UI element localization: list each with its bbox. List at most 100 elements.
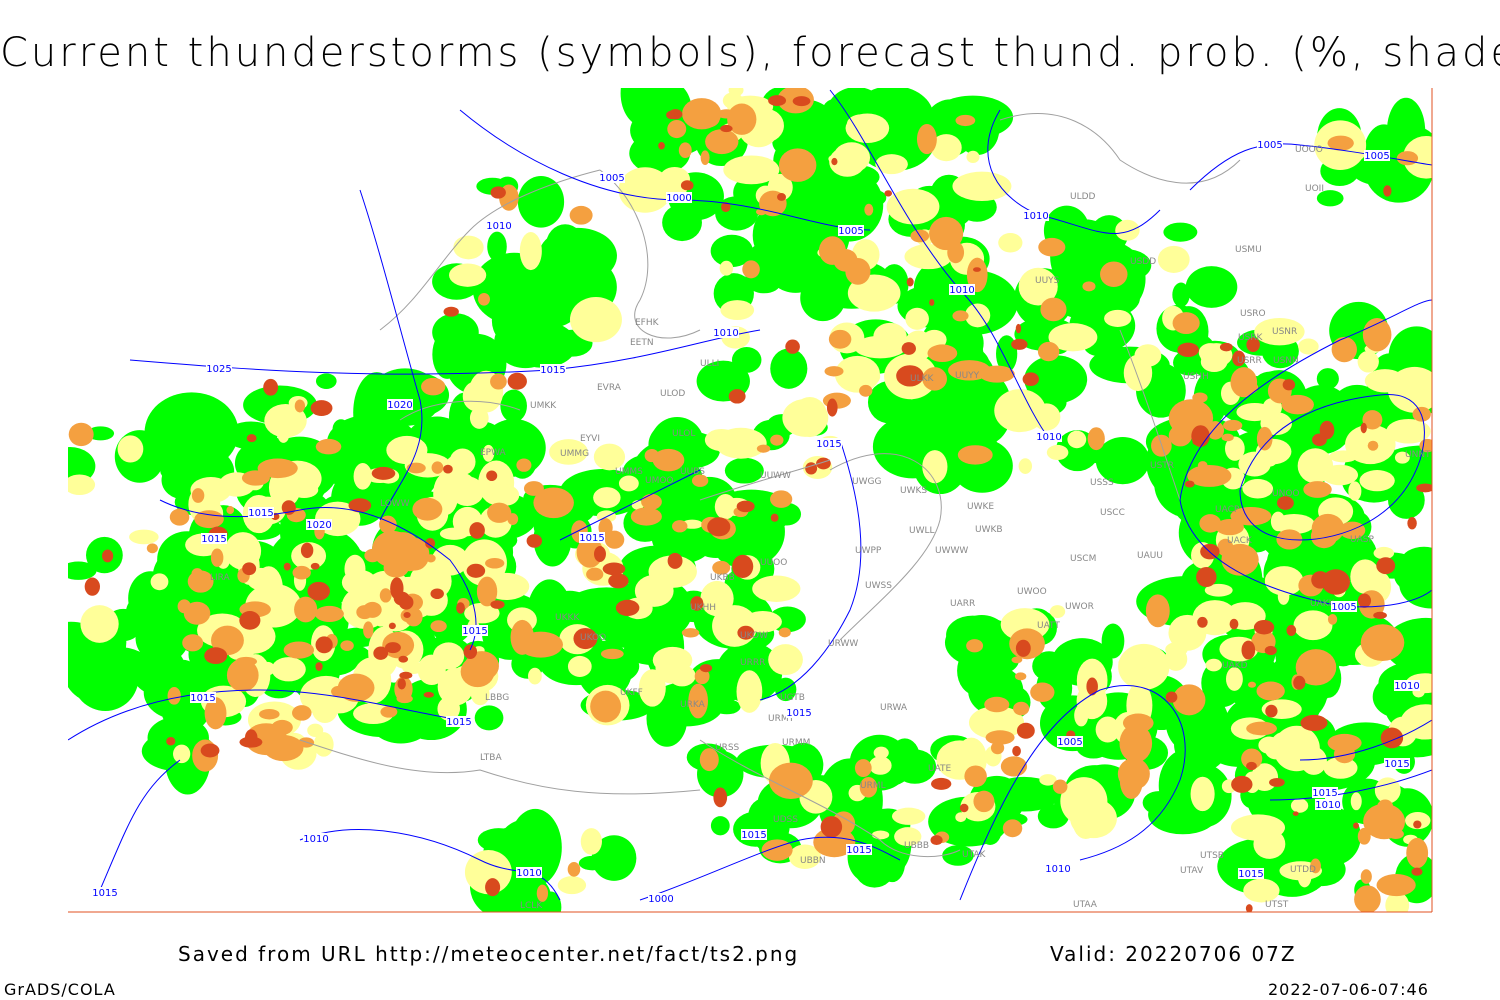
shading-cell bbox=[117, 435, 144, 463]
shading-cell bbox=[1000, 756, 1028, 777]
shading-cell bbox=[720, 300, 755, 320]
shading-cell bbox=[1254, 318, 1305, 346]
shading-cell bbox=[873, 746, 889, 759]
station-label: URMT bbox=[768, 714, 795, 724]
shading-cell bbox=[699, 664, 713, 673]
isobar-label: 1015 bbox=[446, 717, 471, 728]
station-label: UTAK bbox=[962, 850, 987, 860]
isobar-label-bg bbox=[1238, 868, 1264, 879]
shading-cell bbox=[1376, 557, 1396, 575]
station-label: URRR bbox=[740, 658, 765, 668]
shading-cell bbox=[966, 639, 984, 653]
shading-cell bbox=[1406, 837, 1429, 869]
station-label: USNN bbox=[1273, 356, 1299, 366]
shading-cell bbox=[818, 236, 846, 265]
shading-cell bbox=[487, 231, 507, 262]
station-label: USRK bbox=[1238, 333, 1264, 343]
shading-cell bbox=[604, 530, 625, 549]
station-label: EVRA bbox=[597, 383, 622, 393]
shading-cell bbox=[791, 397, 828, 438]
station-label: UWSS bbox=[865, 581, 892, 591]
shading-cell bbox=[458, 347, 481, 372]
shading-cell bbox=[1024, 355, 1088, 404]
shading-cell bbox=[456, 602, 465, 614]
shading-cell bbox=[770, 434, 784, 446]
station-label: UAUU bbox=[1137, 551, 1163, 561]
shading-cell bbox=[1376, 874, 1416, 897]
shading-cell bbox=[239, 611, 261, 630]
shading-cell bbox=[694, 668, 710, 685]
shading-cell bbox=[166, 737, 176, 746]
shading-cell bbox=[1082, 281, 1096, 292]
shading-cell bbox=[1295, 649, 1337, 686]
isobar-label: 1010 bbox=[486, 221, 511, 232]
shading-cell bbox=[396, 548, 424, 572]
shading-cell bbox=[1376, 799, 1394, 815]
shading-cell bbox=[1223, 419, 1243, 432]
shading-cell bbox=[1323, 756, 1358, 779]
shading-cell bbox=[580, 828, 602, 855]
isobar-label: 1015 bbox=[846, 845, 871, 856]
shading-cell bbox=[1134, 344, 1162, 367]
shading-cell bbox=[864, 203, 874, 216]
shading-cell bbox=[557, 876, 587, 895]
shading-cell bbox=[1303, 481, 1332, 498]
shading-cell bbox=[824, 366, 844, 377]
shading-cell bbox=[905, 307, 929, 330]
shading-cell bbox=[1293, 675, 1306, 690]
shading-cell bbox=[466, 563, 486, 578]
shading-cell bbox=[1292, 811, 1299, 816]
isobar-label-bg bbox=[540, 364, 566, 375]
shading-cell bbox=[973, 267, 981, 272]
shading-cell bbox=[313, 732, 334, 757]
shading-cell bbox=[490, 600, 505, 609]
shading-cell bbox=[714, 427, 767, 459]
shading-cell bbox=[728, 88, 744, 97]
isobars bbox=[68, 89, 1432, 901]
isobar-label-bg bbox=[92, 887, 118, 898]
shading-cell bbox=[1231, 775, 1253, 793]
shading-cell bbox=[930, 134, 962, 162]
shading-cell bbox=[125, 591, 175, 637]
isobar-label-bg bbox=[1257, 139, 1283, 150]
shading-cell bbox=[1119, 723, 1153, 763]
shading-cell bbox=[449, 263, 487, 287]
shading-cell bbox=[254, 566, 283, 610]
shading-cell bbox=[450, 476, 485, 506]
source-url-text: Saved from URL http://meteocenter.net/fa… bbox=[178, 942, 800, 966]
shading-cell bbox=[788, 844, 821, 869]
shading-cell bbox=[516, 458, 532, 472]
isobar-label-bg bbox=[303, 833, 329, 844]
shading-cell bbox=[1281, 394, 1314, 415]
station-label: LOWW bbox=[380, 499, 410, 509]
shading-cell bbox=[102, 549, 114, 563]
isobar-label-bg bbox=[1364, 150, 1390, 161]
shading-cell bbox=[667, 119, 687, 139]
station-label: UWWW bbox=[935, 546, 968, 556]
shading-cell bbox=[500, 389, 527, 423]
station-label: UWPP bbox=[855, 546, 882, 556]
shading-cell bbox=[691, 474, 709, 487]
shading-cell bbox=[884, 190, 893, 197]
isobar-label-bg bbox=[1023, 210, 1049, 221]
shading-cell bbox=[417, 654, 446, 686]
shading-cell bbox=[985, 730, 1015, 745]
shading-cell bbox=[226, 658, 259, 692]
shading-cell bbox=[1197, 616, 1208, 628]
shading-cell bbox=[567, 861, 581, 877]
shading-cell bbox=[1286, 624, 1297, 637]
shading-cell bbox=[1350, 792, 1362, 811]
isobar-label: 1015 bbox=[1238, 869, 1263, 880]
shading-cell bbox=[680, 180, 694, 191]
shading-cell bbox=[1413, 820, 1422, 829]
isobar-label-bg bbox=[713, 327, 739, 338]
shading-cell bbox=[68, 422, 94, 447]
shading-cell bbox=[431, 461, 444, 474]
shading-cell bbox=[292, 565, 311, 580]
shading-cell bbox=[1394, 451, 1410, 464]
shading-cell bbox=[310, 562, 320, 570]
station-label: UWOR bbox=[1065, 602, 1094, 612]
shading-cell bbox=[315, 636, 333, 654]
shading-cell bbox=[1359, 470, 1395, 492]
